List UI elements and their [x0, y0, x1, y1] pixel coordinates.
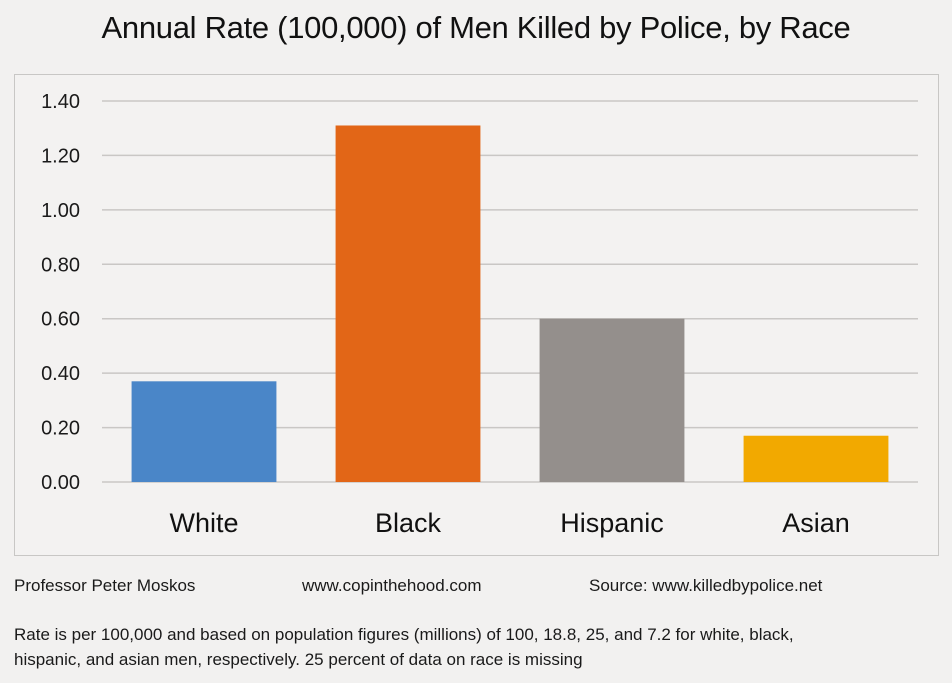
note-line-1: Rate is per 100,000 and based on populat…	[14, 625, 794, 644]
methodology-note: Rate is per 100,000 and based on populat…	[14, 622, 944, 672]
website-link[interactable]: www.copinthehood.com	[302, 576, 482, 595]
bar-asian	[743, 435, 889, 482]
source-credit[interactable]: Source: www.killedbypolice.net	[589, 576, 823, 595]
y-tick-label: 1.00	[41, 200, 80, 222]
bars	[131, 125, 889, 482]
y-tick-label: 0.20	[41, 418, 80, 440]
y-tick-label: 0.80	[41, 254, 80, 276]
chart-title: Annual Rate (100,000) of Men Killed by P…	[101, 10, 851, 45]
y-axis-ticks: 0.00 0.20 0.40 0.60 0.80 1.00 1.20 1.40	[41, 91, 80, 494]
x-tick-label: Hispanic	[560, 508, 664, 538]
bar-white	[131, 381, 277, 482]
bar-black	[335, 125, 481, 482]
y-tick-label: 1.40	[41, 91, 80, 113]
bar-hispanic	[539, 318, 685, 482]
y-tick-label: 0.00	[41, 472, 80, 494]
y-tick-label: 0.40	[41, 363, 80, 385]
x-tick-label: Black	[375, 508, 442, 538]
x-tick-label: Asian	[782, 508, 850, 538]
note-line-2: hispanic, and asian men, respectively. 2…	[14, 650, 583, 669]
x-axis-ticks: White Black Hispanic Asian	[169, 508, 849, 538]
x-tick-label: White	[169, 508, 238, 538]
y-tick-label: 1.20	[41, 145, 80, 167]
author-credit: Professor Peter Moskos	[14, 576, 196, 595]
y-tick-label: 0.60	[41, 309, 80, 331]
